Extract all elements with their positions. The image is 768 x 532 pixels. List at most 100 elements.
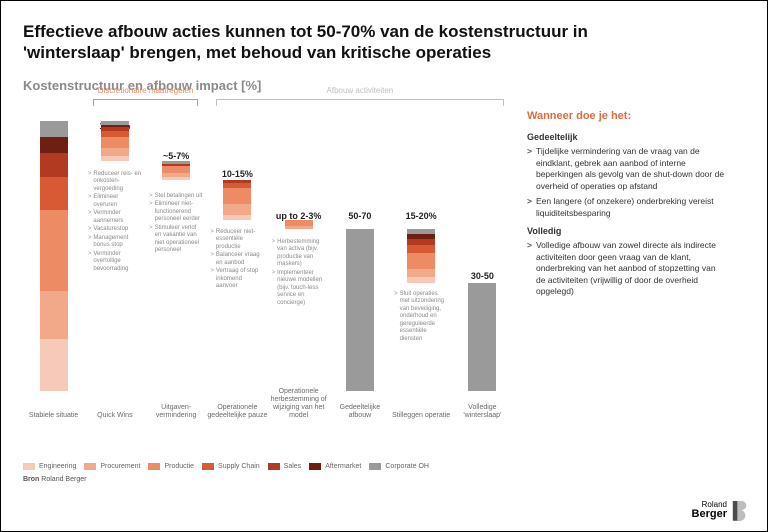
side-list: Tijdelijke vermindering van de vraag van… bbox=[527, 146, 727, 219]
main-row: Discretionaire maatregelenAfbouw activit… bbox=[23, 99, 745, 483]
legend-item-sales: Sales bbox=[268, 463, 302, 470]
bullet-text: Balanceer vraag en aanbod bbox=[216, 252, 264, 267]
source-line: Bron Roland Berger bbox=[23, 476, 513, 483]
bullets: Sluit operaties met uitzondering van bev… bbox=[394, 291, 448, 345]
legend-label: Sales bbox=[284, 463, 302, 470]
segment-engineering bbox=[162, 177, 190, 180]
segment-supplychain bbox=[407, 245, 435, 253]
bullet-text: Stimuleer verlof en vakantie van niet op… bbox=[155, 225, 203, 255]
legend-swatch bbox=[369, 463, 381, 470]
pct-label: 10-15% bbox=[222, 169, 253, 179]
bullet-text: Vacaturestop bbox=[93, 226, 128, 234]
legend-label: Aftermarket bbox=[325, 463, 361, 470]
logo-mark-icon bbox=[731, 499, 749, 521]
bullet-text: Verminder overtollige bevoorrading bbox=[93, 251, 141, 274]
legend-swatch bbox=[202, 463, 214, 470]
side-panel: Wanneer doe je het: Gedeeltelijk Tijdelij… bbox=[527, 99, 727, 483]
pct-label: ~5-7% bbox=[163, 151, 189, 161]
bullets: Herbestemming van activa (bijv. producti… bbox=[272, 239, 326, 309]
bullet-text: Vertraag of stop inkomend aanvoer bbox=[216, 268, 264, 291]
legend-label: Supply Chain bbox=[218, 463, 260, 470]
bracket-label: Discretionaire maatregelen bbox=[93, 86, 197, 95]
source-text: Roland Berger bbox=[41, 476, 86, 483]
source-prefix: Bron bbox=[23, 476, 39, 483]
bullet-text: Elimineer overuren bbox=[93, 194, 141, 209]
legend-item-procurement: Procurement bbox=[84, 463, 140, 470]
pct-label: 50-70 bbox=[348, 211, 371, 221]
brand-logo: Roland Berger bbox=[692, 499, 749, 521]
bar bbox=[162, 161, 190, 180]
bracket: Discretionaire maatregelen bbox=[93, 99, 197, 107]
segment-aftermarket bbox=[40, 137, 68, 153]
pct-label: up to 2-3% bbox=[276, 211, 322, 221]
segment-procurement bbox=[223, 204, 251, 215]
legend-item-corporateoh: Corporate OH bbox=[369, 463, 429, 470]
annotation-brackets: Discretionaire maatregelenAfbouw activit… bbox=[23, 99, 503, 121]
category-label: Uitgaven-vermindering bbox=[146, 404, 206, 420]
legend-swatch bbox=[23, 463, 35, 470]
bar bbox=[101, 121, 129, 161]
segment-sales bbox=[40, 153, 68, 177]
bullet-text: Reduceer reis- en onkosten-vergoeding bbox=[93, 171, 141, 194]
chart-column-uitgaven: ~5-7% Stel betalingen uitElimineer niet-f… bbox=[146, 121, 207, 391]
category-label: Stilleggen operatie bbox=[391, 412, 451, 420]
legend-swatch bbox=[84, 463, 96, 470]
legend-swatch bbox=[148, 463, 160, 470]
category-label: Operationele herbestemming of wijziging … bbox=[269, 388, 329, 420]
stacked-bar-chart: 100Stabiele situatie10-15%Reduceer reis-… bbox=[23, 121, 513, 391]
side-subheading: Volledig bbox=[527, 225, 727, 237]
logo-text: Roland Berger bbox=[692, 501, 727, 520]
page-title: Effectieve afbouw acties kunnen tot 50-7… bbox=[23, 21, 663, 64]
segment-procurement bbox=[407, 269, 435, 277]
bar bbox=[285, 220, 313, 228]
legend-label: Procurement bbox=[100, 463, 140, 470]
category-label: Gedeeltelijke afbouw bbox=[330, 404, 390, 420]
chart-wrap: Discretionaire maatregelenAfbouw activit… bbox=[23, 99, 513, 483]
legend-item-aftermarket: Aftermarket bbox=[309, 463, 361, 470]
legend-label: Corporate OH bbox=[385, 463, 429, 470]
legend-item-productie: Productie bbox=[148, 463, 194, 470]
segment-productie bbox=[101, 137, 129, 148]
side-list-item: Volledige afbouw van zowel directe als i… bbox=[527, 240, 727, 297]
pct-label: 30-50 bbox=[471, 271, 494, 281]
bar bbox=[346, 229, 374, 391]
segment-productie bbox=[407, 253, 435, 269]
bullets: Reduceer niet-essentiële productieBalanc… bbox=[210, 229, 264, 292]
segment-procurement bbox=[40, 291, 68, 340]
chart-column-pauze: 10-15% Reduceer niet-essentiële productie… bbox=[207, 121, 268, 391]
segment-procurement bbox=[285, 226, 313, 229]
chart-column-quickwins: 10-15%Reduceer reis- en onkosten-vergoed… bbox=[84, 121, 145, 391]
side-title: Wanneer doe je het: bbox=[527, 109, 727, 124]
chart-column-herbest: up to 2-3% Herbestemming van activa (bijv… bbox=[268, 121, 329, 391]
category-label: Operationele gedeeltelijke pauze bbox=[207, 404, 267, 420]
pct-label: 15-20% bbox=[406, 211, 437, 221]
legend-swatch bbox=[268, 463, 280, 470]
segment-engineering bbox=[407, 277, 435, 282]
bullets: Stel betalingen uitElimineer niet-functi… bbox=[149, 193, 203, 256]
bullet-text: Management bonus stop bbox=[93, 235, 141, 250]
segment-productie bbox=[223, 188, 251, 204]
side-list-item: Een langere (of onzekere) onderbreking v… bbox=[527, 196, 727, 219]
bullet-text: Reduceer niet-essentiële productie bbox=[216, 229, 264, 252]
segment-corporateoh bbox=[468, 283, 496, 391]
bullet-text: Elimineer niet-functionerend personeel e… bbox=[155, 201, 203, 224]
bullet-text: Stel betalingen uit bbox=[155, 193, 203, 201]
bar bbox=[407, 229, 435, 283]
segment-engineering bbox=[40, 339, 68, 390]
side-subheading: Gedeeltelijk bbox=[527, 131, 727, 143]
slide: Effectieve afbouw acties kunnen tot 50-7… bbox=[0, 0, 768, 532]
segment-corporateoh bbox=[40, 121, 68, 137]
segment-procurement bbox=[101, 148, 129, 156]
bullet-text: Verminder aannemers bbox=[93, 210, 141, 225]
bullet-text: Implementeer nieuwe modellen (bijv. touc… bbox=[277, 270, 325, 308]
legend-label: Engineering bbox=[39, 463, 76, 470]
segment-supplychain bbox=[40, 177, 68, 209]
category-label: Quick Wins bbox=[85, 412, 145, 420]
side-list-item: Tijdelijke vermindering van de vraag van… bbox=[527, 146, 727, 192]
bar bbox=[223, 180, 251, 220]
segment-productie bbox=[162, 166, 190, 173]
logo-bottom: Berger bbox=[692, 509, 727, 520]
category-label: Stabiele situatie bbox=[24, 412, 84, 420]
bracket-label: Afbouw activiteiten bbox=[216, 86, 504, 95]
side-list: Volledige afbouw van zowel directe als i… bbox=[527, 240, 727, 297]
